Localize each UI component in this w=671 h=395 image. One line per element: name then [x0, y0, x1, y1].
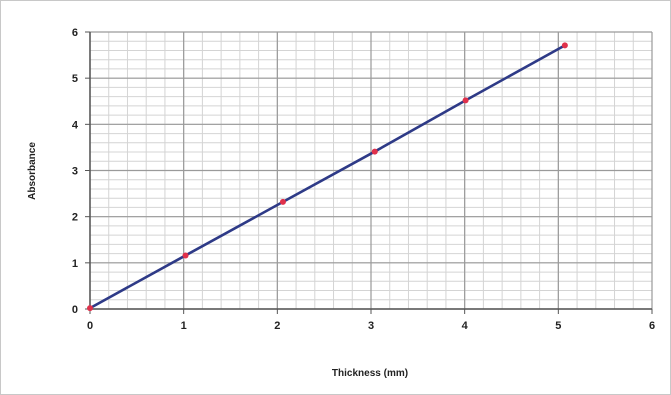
- y-tick-label: 6: [72, 27, 78, 39]
- data-point: [87, 305, 93, 312]
- data-point: [561, 42, 568, 49]
- x-tick-label: 4: [462, 320, 469, 332]
- major-gridlines: [89, 31, 653, 310]
- axes: [85, 31, 653, 314]
- x-axis-title: Thickness (mm): [332, 368, 408, 379]
- y-tick-label: 1: [72, 258, 78, 270]
- y-tick-label: 0: [72, 304, 78, 316]
- series-line: [89, 44, 566, 310]
- data-point: [182, 252, 189, 259]
- data-point: [462, 97, 469, 104]
- data-point: [371, 148, 378, 155]
- x-tick-label: 0: [87, 320, 93, 332]
- y-tick-label: 3: [72, 166, 78, 178]
- x-tick-label: 6: [649, 320, 655, 332]
- y-tick-label: 5: [72, 73, 78, 85]
- x-tick-label: 1: [181, 320, 187, 332]
- x-tick-labels: 0 1 2 3 4 5 6: [87, 320, 655, 332]
- x-tick-label: 5: [555, 320, 561, 332]
- x-tick-label: 3: [368, 320, 374, 332]
- y-axis-title: Absorbance: [27, 142, 38, 200]
- y-tick-label: 4: [72, 119, 79, 131]
- data-series: [87, 42, 568, 312]
- x-tick-label: 2: [274, 320, 280, 332]
- y-tick-labels: 0 1 2 3 4 5 6: [72, 27, 79, 316]
- y-tick-label: 2: [72, 212, 78, 224]
- data-point: [279, 198, 286, 205]
